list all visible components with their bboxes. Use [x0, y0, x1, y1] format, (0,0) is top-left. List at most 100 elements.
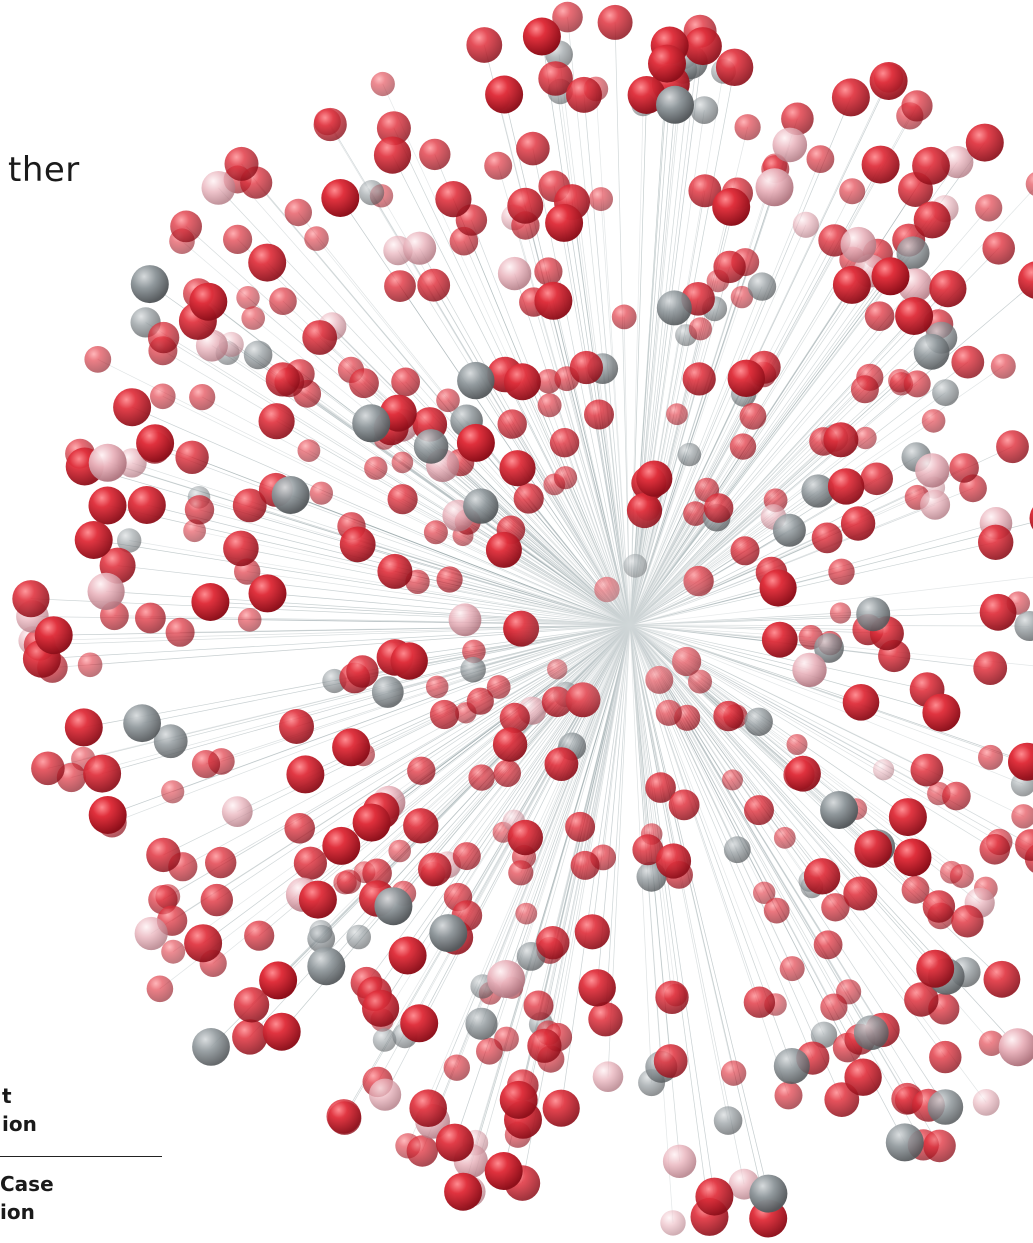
red-sphere — [161, 939, 186, 964]
red-sphere — [951, 345, 985, 379]
pink-sphere — [792, 652, 827, 688]
grey-sphere — [690, 96, 719, 124]
grey-sphere — [1014, 611, 1033, 641]
red-sphere — [813, 930, 843, 960]
red-sphere — [384, 270, 416, 302]
red-sphere — [248, 243, 287, 282]
grey-sphere — [130, 265, 169, 304]
red-sphere — [828, 558, 855, 585]
red-sphere — [388, 936, 427, 975]
red-sphere — [763, 897, 790, 924]
red-sphere — [77, 652, 103, 678]
red-sphere — [949, 453, 979, 483]
red-sphere — [409, 1089, 448, 1127]
grey-sphere — [359, 180, 385, 206]
red-sphere — [929, 270, 967, 308]
red-sphere — [569, 350, 604, 385]
red-sphere — [973, 651, 1008, 685]
grey-sphere — [814, 633, 844, 663]
red-sphere — [570, 850, 600, 880]
red-sphere — [513, 483, 544, 514]
red-sphere — [12, 580, 50, 618]
red-sphere — [515, 902, 538, 925]
red-sphere — [688, 174, 722, 208]
red-sphere — [1029, 507, 1033, 530]
red-sphere — [923, 1129, 956, 1163]
red-sphere — [534, 281, 573, 320]
red-sphere — [979, 834, 1011, 865]
red-sphere — [429, 699, 460, 730]
red-sphere — [996, 430, 1029, 464]
red-sphere — [237, 608, 262, 632]
pink-sphere — [792, 211, 820, 238]
red-sphere — [223, 224, 253, 254]
pink-sphere — [772, 127, 808, 163]
red-sphere — [346, 655, 379, 688]
red-sphere — [435, 181, 472, 218]
red-sphere — [189, 282, 228, 321]
red-sphere — [269, 287, 297, 316]
red-sphere — [871, 257, 910, 296]
red-sphere — [286, 755, 325, 794]
pink-sphere — [840, 226, 877, 263]
red-sphere — [942, 781, 971, 811]
grey-sphere — [457, 361, 495, 400]
grey-sphere — [723, 836, 751, 864]
red-sphere — [720, 1060, 747, 1086]
red-sphere — [922, 693, 961, 732]
red-sphere — [912, 146, 950, 185]
red-sphere — [127, 486, 166, 524]
grey-sphere — [927, 1089, 964, 1125]
red-sphere — [376, 111, 411, 146]
red-sphere — [730, 285, 754, 309]
grey-sphere — [346, 924, 372, 950]
red-sphere — [682, 362, 716, 396]
grey-sphere — [932, 379, 959, 406]
red-sphere — [722, 769, 743, 791]
red-sphere — [183, 519, 207, 543]
red-sphere — [302, 320, 338, 355]
red-sphere — [578, 969, 616, 1007]
red-sphere — [233, 987, 270, 1023]
red-sphere — [774, 1081, 803, 1110]
red-sphere — [895, 297, 934, 335]
side-label-line-2: ion — [2, 1112, 37, 1136]
red-sphere — [727, 359, 765, 397]
red-sphere — [803, 858, 841, 895]
red-sphere — [854, 426, 877, 450]
red-sphere — [823, 422, 859, 458]
pink-sphere — [487, 960, 526, 998]
grey-sphere — [372, 1028, 397, 1052]
grey-sphere — [656, 290, 692, 326]
red-sphere — [806, 145, 835, 174]
red-sphere — [761, 621, 798, 658]
red-sphere — [88, 796, 127, 834]
red-sphere — [352, 803, 391, 842]
grey-sphere — [271, 476, 310, 514]
red-sphere — [636, 460, 673, 497]
red-sphere — [74, 521, 113, 559]
red-sphere — [978, 744, 1003, 770]
red-sphere — [821, 893, 850, 922]
red-sphere — [951, 905, 984, 938]
grey-sphere — [307, 924, 336, 953]
red-sphere — [150, 383, 176, 410]
red-sphere — [236, 286, 260, 310]
red-sphere — [189, 384, 216, 411]
grey-sphere — [374, 887, 413, 926]
red-sphere — [668, 789, 700, 821]
red-sphere — [304, 226, 329, 251]
red-sphere — [485, 75, 524, 114]
grey-sphere — [371, 676, 404, 708]
red-sphere — [975, 194, 1003, 222]
red-sphere — [184, 495, 215, 525]
red-sphere — [191, 583, 230, 621]
red-sphere — [170, 210, 203, 243]
red-sphere — [493, 759, 521, 787]
red-sphere — [695, 1177, 734, 1216]
red-sphere — [786, 734, 808, 755]
red-sphere — [916, 949, 955, 988]
red-sphere — [534, 257, 563, 286]
red-sphere — [499, 450, 536, 487]
side-label-line-4: ion — [0, 1200, 35, 1224]
